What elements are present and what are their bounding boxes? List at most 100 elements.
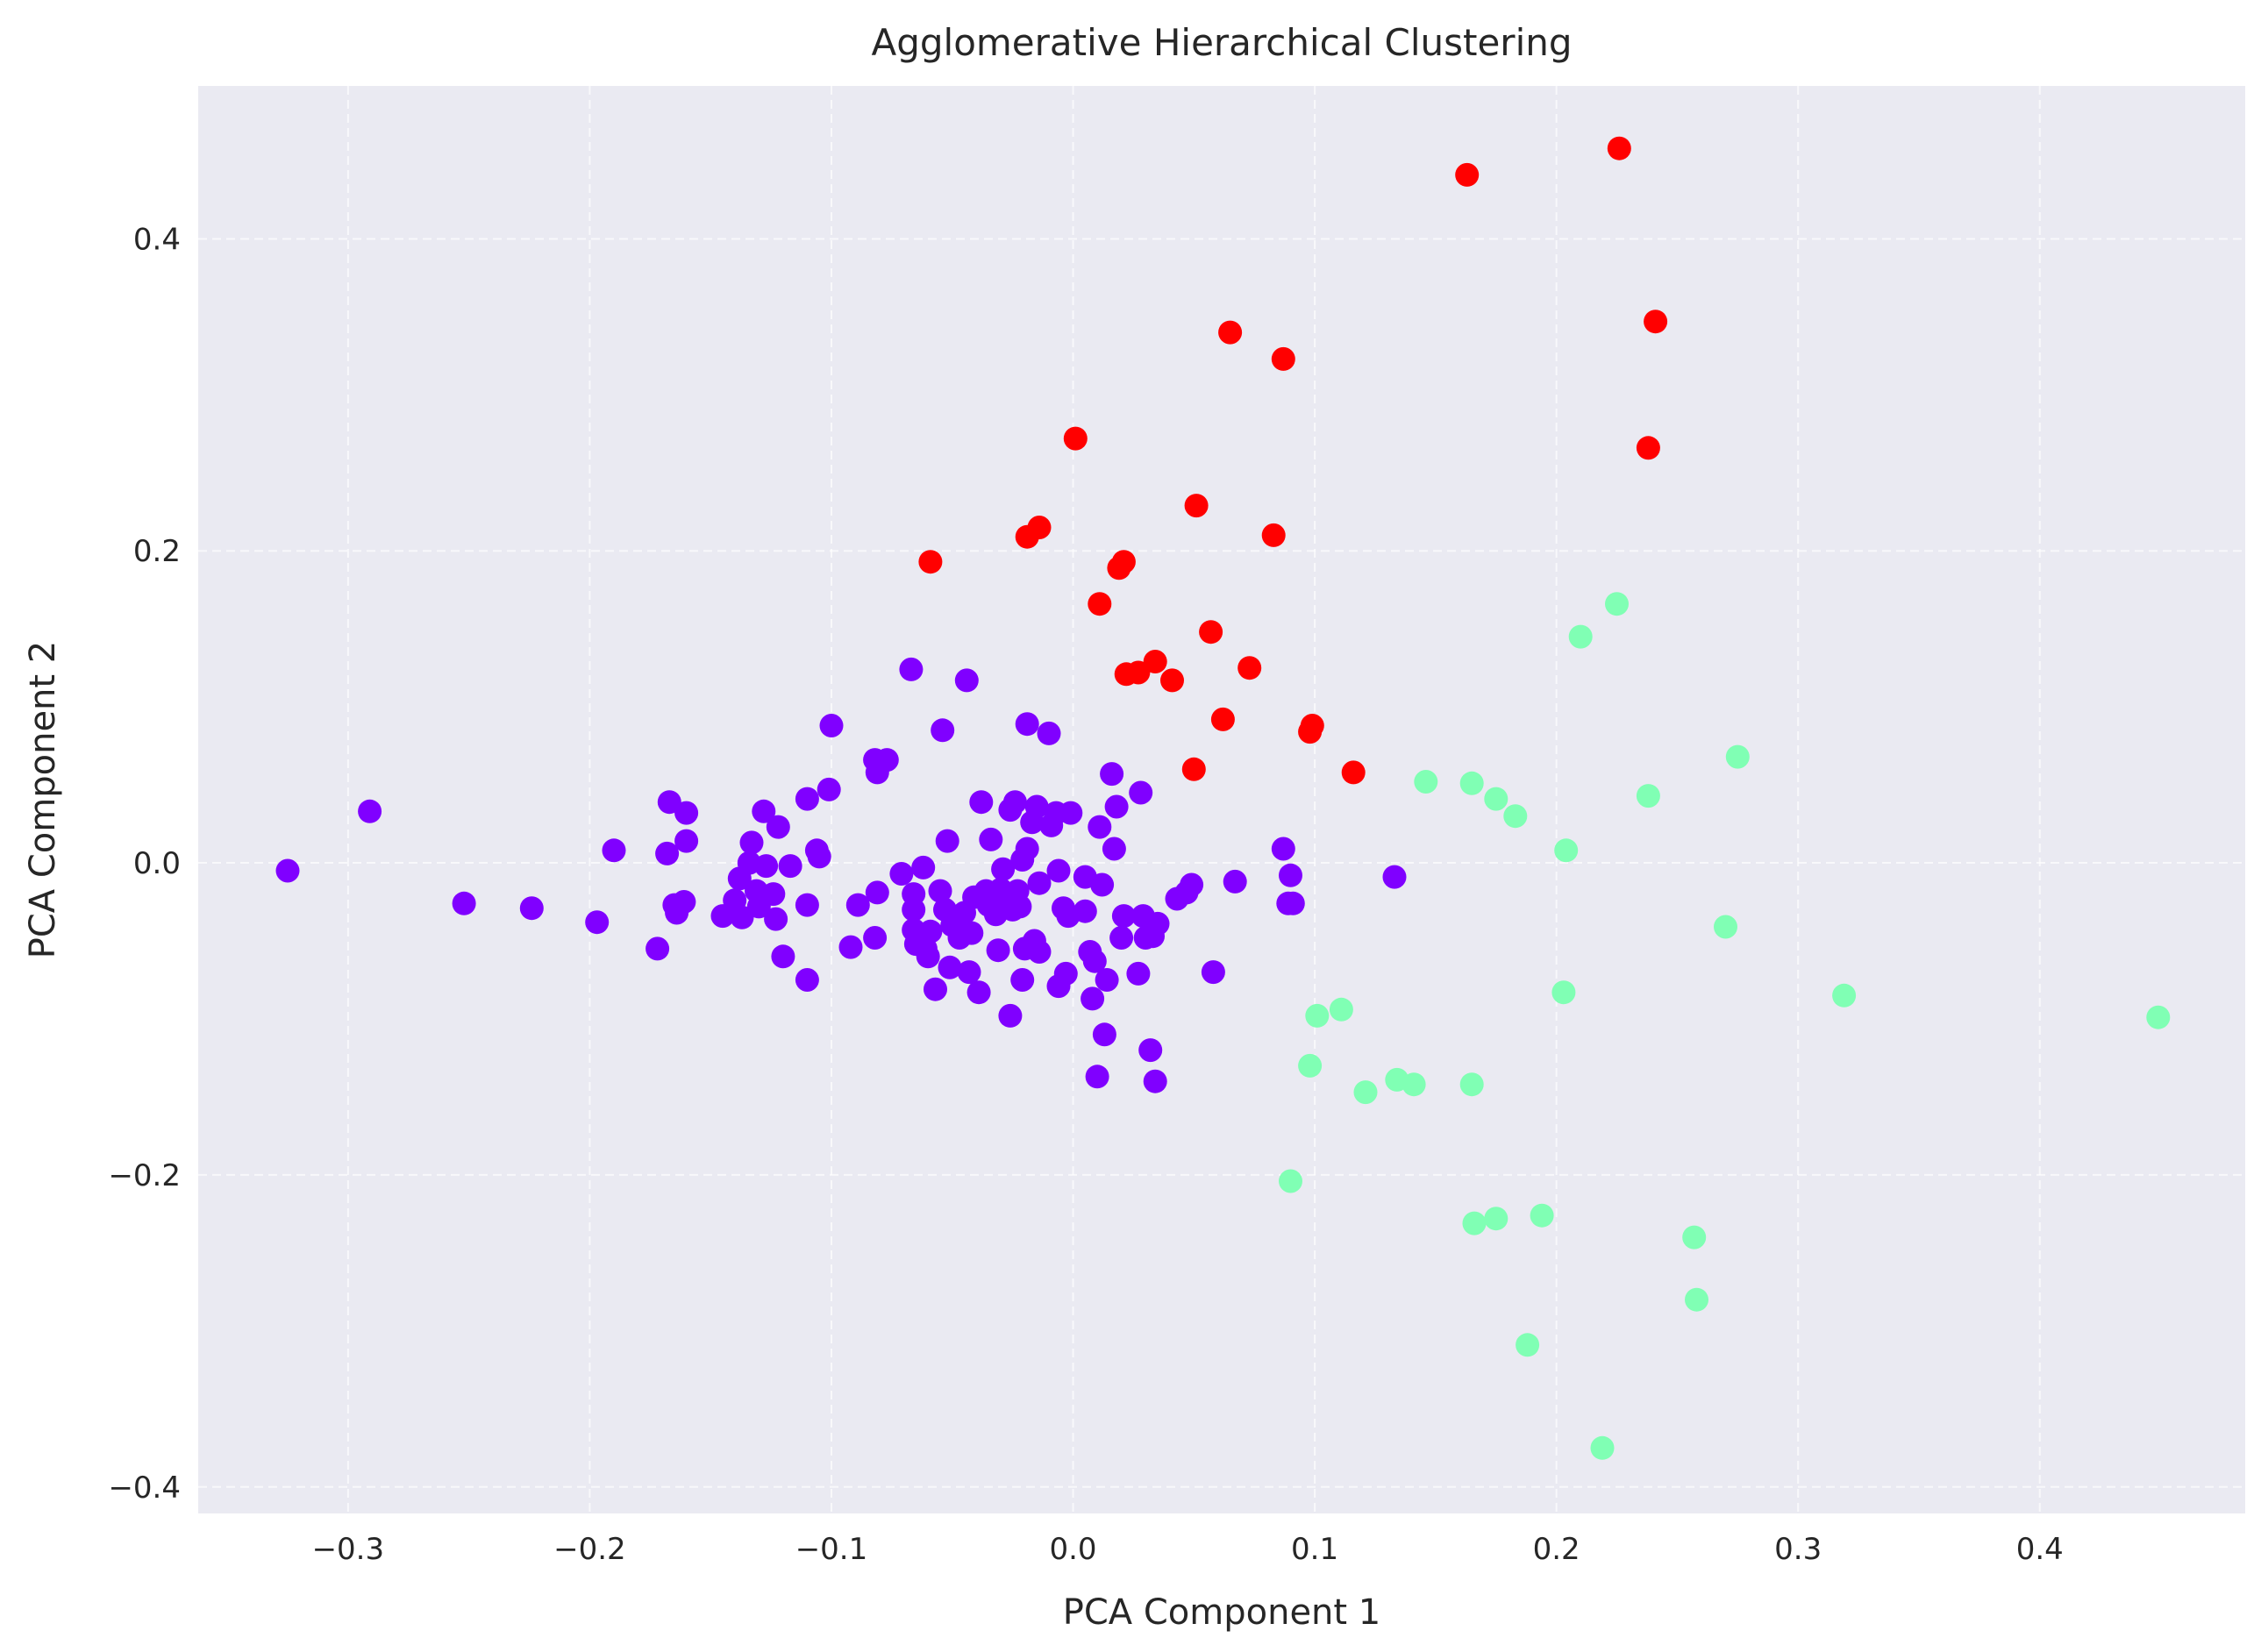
scatter-point-cluster-0 [1024, 794, 1049, 819]
scatter-point-cluster-0 [902, 897, 926, 922]
scatter-point-cluster-1 [1554, 838, 1579, 863]
scatter-point-cluster-0 [1053, 961, 1078, 986]
scatter-point-cluster-0 [452, 891, 476, 915]
scatter-point-cluster-1 [1725, 744, 1750, 769]
scatter-point-cluster-1 [1305, 1003, 1330, 1028]
scatter-point-cluster-0 [1126, 961, 1151, 986]
scatter-point-cluster-1 [1685, 1287, 1708, 1312]
scatter-point-cluster-2 [1160, 668, 1184, 693]
scatter-point-cluster-0 [1201, 960, 1225, 985]
data-points [275, 136, 2171, 1460]
scatter-point-cluster-1 [1484, 1207, 1509, 1231]
scatter-point-cluster-2 [1181, 757, 1206, 781]
x-tick-label: 0.2 [1533, 1532, 1580, 1567]
scatter-point-cluster-2 [1455, 162, 1480, 187]
x-tick-label: −0.3 [312, 1532, 385, 1567]
scatter-point-cluster-0 [1002, 790, 1027, 815]
scatter-point-cluster-2 [1210, 707, 1235, 731]
scatter-point-cluster-0 [761, 882, 786, 907]
scatter-point-cluster-2 [1341, 760, 1366, 785]
scatter-point-cluster-2 [1126, 660, 1151, 685]
scatter-point-cluster-0 [969, 790, 994, 815]
scatter-point-cluster-0 [585, 910, 610, 935]
scatter-point-cluster-0 [845, 893, 870, 917]
scatter-point-cluster-0 [1027, 871, 1052, 895]
scatter-point-cluster-0 [1180, 872, 1204, 897]
x-tick-label: 0.1 [1291, 1532, 1338, 1567]
scatter-point-cluster-0 [1109, 926, 1134, 950]
scatter-point-cluster-1 [1714, 915, 1737, 939]
grid-lines [198, 86, 2245, 1513]
scatter-point-cluster-1 [1414, 770, 1438, 794]
scatter-point-cluster-0 [754, 854, 779, 879]
scatter-point-cluster-0 [519, 896, 544, 921]
scatter-point-cluster-2 [1063, 426, 1088, 451]
scatter-point-cluster-0 [928, 879, 952, 903]
scatter-point-cluster-2 [1143, 650, 1167, 673]
scatter-point-cluster-1 [1402, 1072, 1426, 1097]
x-tick-label: −0.2 [553, 1532, 626, 1567]
x-tick-label: 0.0 [1049, 1532, 1096, 1567]
scatter-point-cluster-1 [1298, 1053, 1323, 1078]
y-tick-labels: −0.4 −0.2 0.0 0.2 0.4 [108, 222, 181, 1505]
scatter-point-cluster-2 [1644, 310, 1668, 334]
scatter-point-cluster-0 [795, 968, 819, 992]
scatter-point-cluster-0 [1111, 904, 1136, 929]
scatter-point-cluster-0 [991, 857, 1016, 881]
scatter-point-cluster-1 [1279, 1169, 1302, 1193]
y-tick-label: −0.2 [108, 1158, 181, 1193]
scatter-point-cluster-0 [899, 657, 924, 681]
scatter-point-cluster-1 [1590, 1435, 1615, 1460]
scatter-point-cluster-0 [1223, 869, 1247, 894]
scatter-point-cluster-0 [1271, 837, 1295, 861]
scatter-point-cluster-0 [672, 890, 696, 914]
scatter-point-cluster-0 [959, 921, 984, 945]
scatter-point-cluster-0 [979, 827, 1003, 851]
scatter-point-cluster-0 [1046, 858, 1071, 883]
scatter-point-cluster-0 [602, 838, 626, 863]
scatter-point-cluster-0 [1010, 968, 1035, 992]
scatter-point-cluster-2 [1607, 136, 1631, 160]
scatter-point-cluster-0 [1090, 872, 1115, 897]
scatter-point-cluster-0 [1059, 801, 1083, 825]
scatter-point-cluster-0 [1138, 1038, 1163, 1063]
scatter-point-cluster-0 [1104, 794, 1129, 819]
scatter-point-cluster-0 [1280, 891, 1305, 915]
scatter-point-cluster-1 [1503, 804, 1528, 829]
scatter-point-cluster-1 [1459, 1072, 1484, 1097]
scatter-point-cluster-1 [1682, 1225, 1707, 1250]
scatter-point-cluster-0 [778, 854, 802, 879]
scatter-point-cluster-1 [1459, 771, 1484, 795]
scatter-point-cluster-2 [1027, 516, 1052, 539]
scatter-point-cluster-0 [817, 777, 841, 801]
scatter-point-cluster-0 [358, 799, 382, 823]
scatter-point-cluster-0 [1145, 911, 1170, 936]
scatter-point-cluster-0 [766, 815, 790, 839]
scatter-point-cluster-0 [275, 858, 300, 883]
scatter-point-cluster-0 [863, 926, 888, 950]
scatter-point-cluster-1 [1462, 1211, 1487, 1235]
x-tick-label: 0.3 [1774, 1532, 1822, 1567]
scatter-point-cluster-0 [966, 980, 991, 1005]
scatter-point-cluster-0 [889, 862, 914, 886]
scatter-point-cluster-0 [771, 944, 795, 969]
scatter-point-cluster-1 [1516, 1333, 1540, 1357]
scatter-point-cluster-2 [918, 550, 943, 574]
scatter-point-cluster-0 [998, 1003, 1023, 1028]
scatter-point-cluster-1 [1484, 787, 1509, 811]
scatter-point-cluster-0 [1092, 1022, 1116, 1047]
scatter-point-cluster-0 [1279, 863, 1302, 887]
scatter-point-cluster-0 [657, 790, 681, 815]
scatter-point-cluster-0 [865, 880, 889, 905]
scatter-point-cluster-1 [1329, 997, 1353, 1022]
scatter-point-cluster-0 [807, 844, 831, 869]
scatter-point-cluster-2 [1218, 320, 1243, 345]
scatter-point-cluster-0 [752, 799, 776, 823]
scatter-point-cluster-1 [1530, 1203, 1554, 1228]
scatter-point-cluster-0 [874, 748, 899, 773]
scatter-point-cluster-0 [1382, 865, 1407, 889]
scatter-point-cluster-0 [924, 977, 947, 1001]
scatter-point-cluster-0 [911, 855, 936, 879]
y-axis-label: PCA Component 2 [23, 641, 63, 959]
